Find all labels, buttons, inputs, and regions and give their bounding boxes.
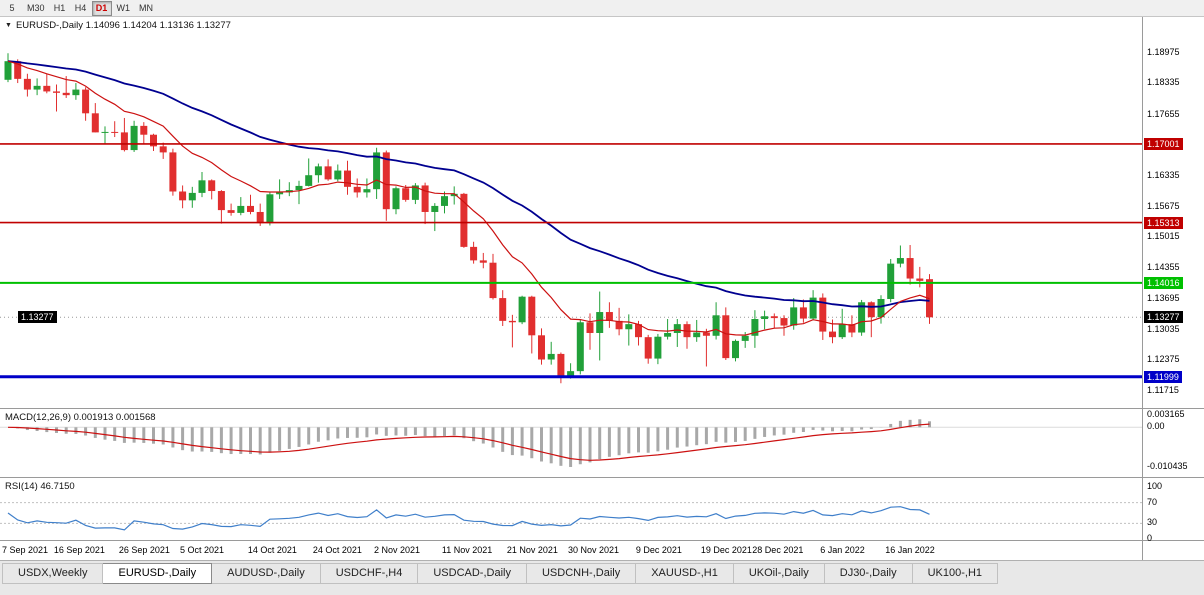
date-label: 11 Nov 2021 [441,545,493,555]
macd-label: MACD(12,26,9) 0.001913 0.001568 [5,412,156,423]
chart-tab-xauusd-h1[interactable]: XAUUSD-,H1 [636,563,734,584]
main-chart-panel[interactable]: ▼ EURUSD-,Daily 1.14096 1.14204 1.13136 … [0,17,1204,408]
date-label: 5 Oct 2021 [180,545,225,555]
macd-axis-tick: 0.003165 [1147,409,1185,420]
timeframe-button-5[interactable]: 5 [9,2,15,13]
date-label: 19 Dec 2021 [700,545,752,555]
rsi-label: RSI(14) 46.7150 [5,481,75,492]
date-label: 14 Oct 2021 [247,545,297,555]
chart-title: ▼ EURUSD-,Daily 1.14096 1.14204 1.13136 … [5,20,231,31]
time-axis[interactable]: 7 Sep 2021 16 Sep 2021 26 Sep 2021 5 Oct 20… [0,540,1204,560]
price-axis-tick: 1.14355 [1147,262,1180,273]
macd-panel[interactable]: MACD(12,26,9) 0.001913 0.001568 [0,408,1204,477]
price-axis-tick: 1.17655 [1147,108,1180,119]
macd-axis-tick: -0.010435 [1147,460,1188,471]
price-axis-tick: 1.11715 [1147,384,1179,395]
level-price-tag: 1.15313 [1144,216,1183,229]
date-label: 16 Jan 2022 [885,545,935,555]
chart-tab-eurusd-daily[interactable]: EURUSD-,Daily [103,563,213,584]
date-label: 9 Dec 2021 [635,545,682,555]
price-axis-tick: 1.18335 [1147,76,1180,87]
rsi-axis-tick: 100 [1147,481,1163,491]
current-price-tag: 1.13277 [1144,311,1183,324]
rsi-axis-tick: 0 [1147,533,1153,543]
date-label: 6 Jan 2022 [820,545,865,555]
timeframe-button-m30[interactable]: M30 [27,2,45,13]
chart-tab-ukoil-daily[interactable]: UKOil-,Daily [733,563,825,584]
chart-tab-usdchf-h4[interactable]: USDCHF-,H4 [320,563,419,584]
timeframe-button-d1[interactable]: D1 [91,0,112,16]
macd-chart[interactable] [0,409,1142,478]
level-price-tag: 1.14016 [1144,276,1183,289]
candlestick-chart[interactable] [0,17,1142,408]
price-axis-tick: 1.15015 [1147,231,1180,242]
date-label: 24 Oct 2021 [312,545,362,555]
price-axis-tick: 1.16335 [1147,169,1180,180]
rsi-panel[interactable]: RSI(14) 46.7150 [0,477,1204,540]
date-label: 28 Dec 2021 [752,545,804,555]
current-price-tag-left: 1.13277 [18,311,57,324]
date-label: 21 Nov 2021 [506,545,558,555]
price-axis-tick: 1.12375 [1147,354,1180,365]
price-axis-tick: 1.15675 [1147,200,1180,211]
macd-axis-tick: 0.00 [1147,421,1165,432]
timeframe-button-h4[interactable]: H4 [74,2,87,13]
chart-tab-usdcnh-daily[interactable]: USDCNH-,Daily [526,563,637,584]
timeframe-button-h1[interactable]: H1 [53,2,66,13]
timeframe-button-w1[interactable]: W1 [116,2,131,13]
price-axis[interactable]: 1.18975 1.18335 1.17655 1.16335 1.15675 1.150… [1143,17,1204,560]
level-price-tag: 1.17001 [1144,137,1183,150]
chart-tab-audusd-daily[interactable]: AUDUSD-,Daily [212,563,321,584]
price-axis-tick: 1.18975 [1147,47,1180,58]
timeframe-toolbar: 5 M30 H1 H4 D1 W1 MN [0,0,1204,17]
chart-symbol-ohlc: EURUSD-,Daily 1.14096 1.14204 1.13136 1.… [15,20,231,31]
date-label: 7 Sep 2021 [2,545,49,555]
level-price-tag: 1.11999 [1144,370,1182,383]
date-label: 2 Nov 2021 [374,545,421,555]
chart-tab-uk100-h1[interactable]: UK100-,H1 [912,563,999,584]
timeframe-button-mn[interactable]: MN [139,2,154,13]
rsi-chart[interactable] [0,478,1142,541]
window-marker-icon: ▼ [5,22,12,29]
date-label: 26 Sep 2021 [118,545,170,555]
chart-tab-usdcad-daily[interactable]: USDCAD-,Daily [418,563,527,584]
price-axis-tick: 1.13035 [1147,323,1180,334]
rsi-axis-tick: 70 [1147,496,1158,507]
axis-separator [1142,17,1143,560]
date-label: 16 Sep 2021 [53,545,105,555]
chart-tabs-bar: USDX,Weekly EURUSD-,Daily AUDUSD-,Daily USD… [0,560,1204,595]
date-label: 30 Nov 2021 [568,545,620,555]
chart-tab-dj30-daily[interactable]: DJ30-,Daily [824,563,913,584]
rsi-axis-tick: 30 [1147,517,1158,528]
chart-tab-usdx-weekly[interactable]: USDX,Weekly [2,563,104,584]
price-axis-tick: 1.13695 [1147,292,1180,303]
